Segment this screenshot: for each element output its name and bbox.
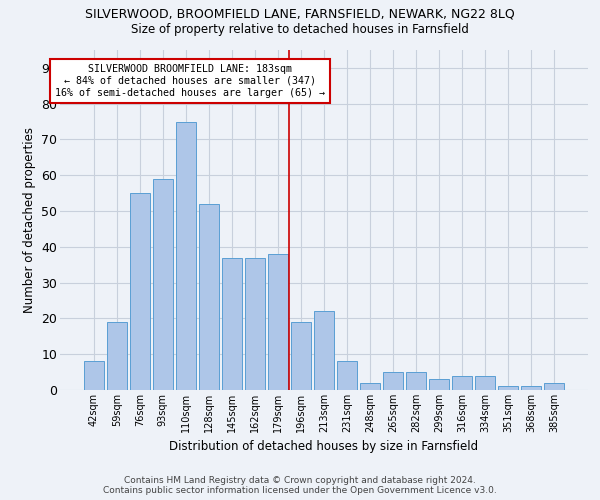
Bar xyxy=(199,204,218,390)
Bar xyxy=(475,376,495,390)
Bar xyxy=(544,383,564,390)
Bar xyxy=(268,254,288,390)
Bar xyxy=(314,312,334,390)
Bar xyxy=(222,258,242,390)
Text: Size of property relative to detached houses in Farnsfield: Size of property relative to detached ho… xyxy=(131,22,469,36)
Text: Contains HM Land Registry data © Crown copyright and database right 2024.
Contai: Contains HM Land Registry data © Crown c… xyxy=(103,476,497,495)
Y-axis label: Number of detached properties: Number of detached properties xyxy=(23,127,35,313)
X-axis label: Distribution of detached houses by size in Farnsfield: Distribution of detached houses by size … xyxy=(169,440,479,454)
Bar xyxy=(337,362,357,390)
Bar xyxy=(452,376,472,390)
Bar xyxy=(291,322,311,390)
Text: SILVERWOOD, BROOMFIELD LANE, FARNSFIELD, NEWARK, NG22 8LQ: SILVERWOOD, BROOMFIELD LANE, FARNSFIELD,… xyxy=(85,8,515,20)
Bar xyxy=(521,386,541,390)
Bar xyxy=(84,362,104,390)
Bar xyxy=(130,193,149,390)
Bar xyxy=(430,380,449,390)
Bar xyxy=(406,372,426,390)
Bar xyxy=(383,372,403,390)
Text: SILVERWOOD BROOMFIELD LANE: 183sqm
← 84% of detached houses are smaller (347)
16: SILVERWOOD BROOMFIELD LANE: 183sqm ← 84%… xyxy=(55,64,325,98)
Bar xyxy=(360,383,380,390)
Bar xyxy=(499,386,518,390)
Bar xyxy=(176,122,196,390)
Bar xyxy=(107,322,127,390)
Bar xyxy=(245,258,265,390)
Bar xyxy=(153,179,173,390)
